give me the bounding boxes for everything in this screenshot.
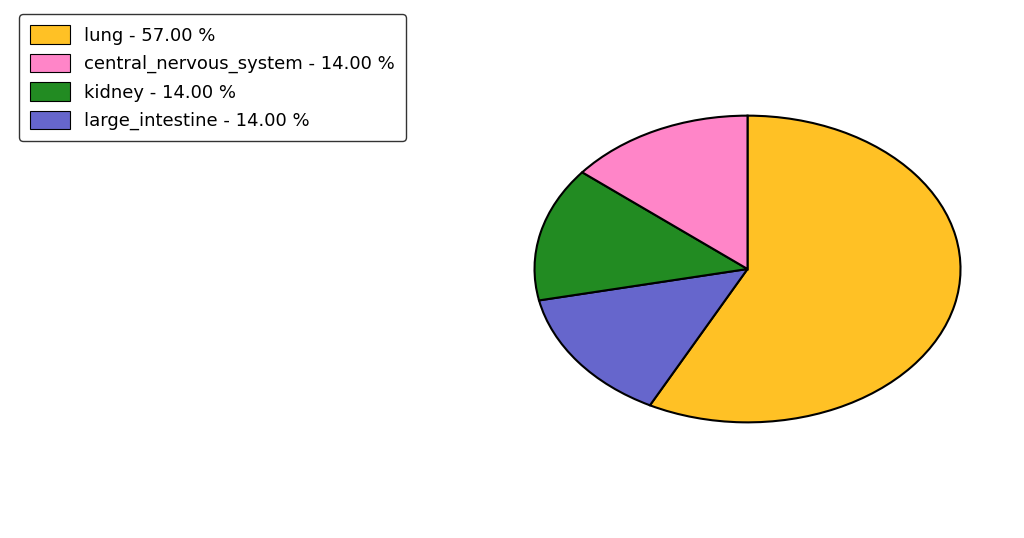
Wedge shape (583, 116, 748, 269)
Wedge shape (535, 172, 748, 300)
Wedge shape (539, 269, 748, 405)
Wedge shape (650, 116, 961, 422)
Legend: lung - 57.00 %, central_nervous_system - 14.00 %, kidney - 14.00 %, large_intest: lung - 57.00 %, central_nervous_system -… (19, 15, 406, 141)
